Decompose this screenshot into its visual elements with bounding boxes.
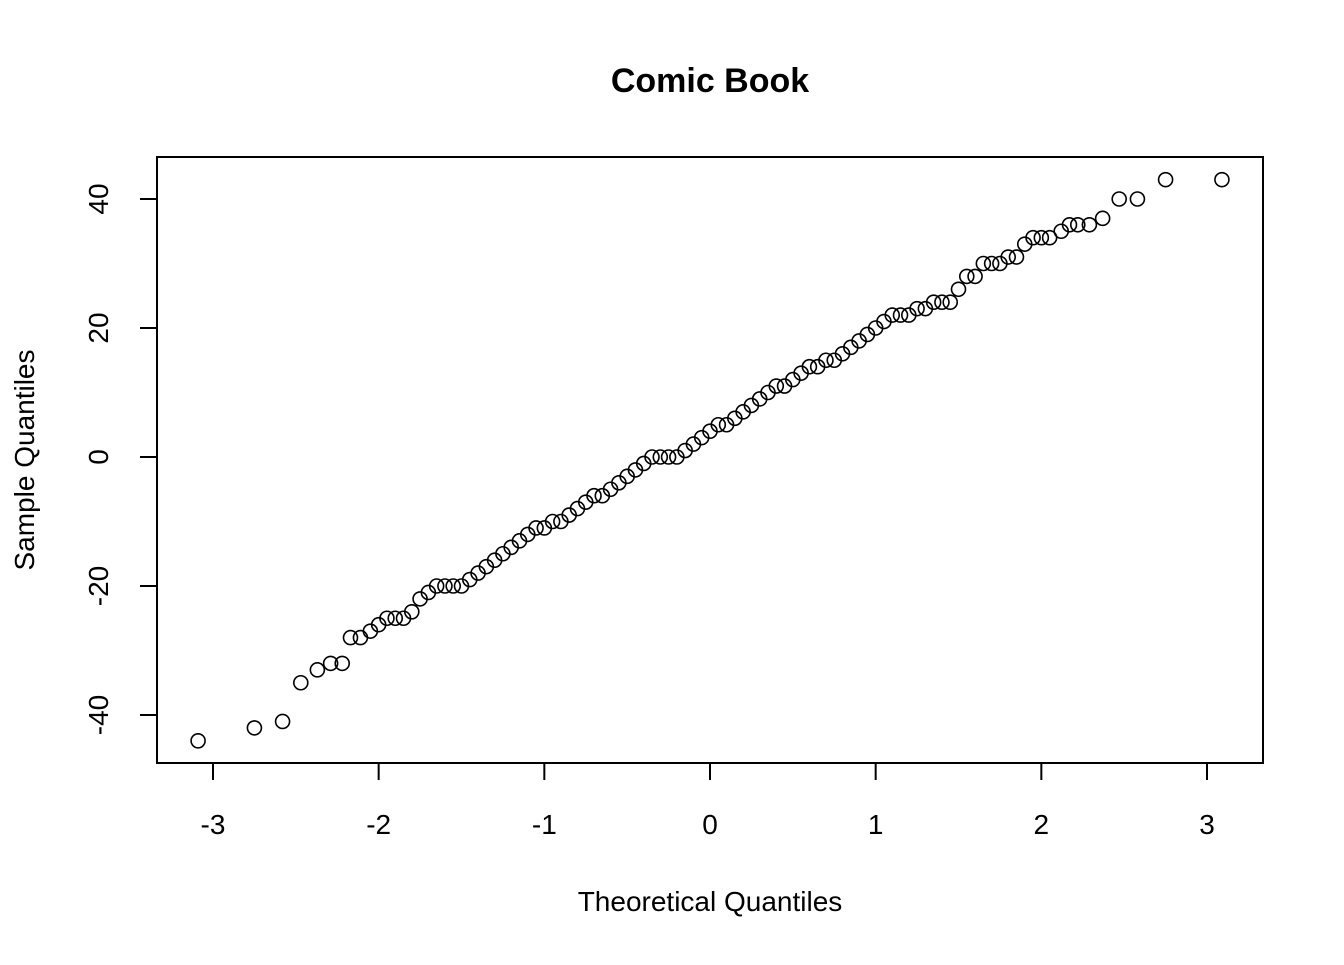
- point: [1008, 249, 1025, 265]
- point: [710, 416, 727, 433]
- y-tick-label: 0: [83, 449, 114, 465]
- point: [322, 655, 339, 672]
- point: [1041, 229, 1058, 246]
- point: [309, 662, 326, 678]
- y-tick-label: -40: [83, 695, 114, 735]
- point: [1111, 191, 1128, 207]
- x-tick-label: -1: [532, 809, 557, 840]
- point: [1025, 229, 1041, 246]
- y-tick-label: 20: [83, 312, 114, 343]
- point: [942, 294, 959, 310]
- x-tick-label: -3: [201, 809, 226, 840]
- point: [801, 358, 818, 375]
- point: [437, 578, 453, 594]
- point: [909, 300, 925, 317]
- point: [768, 378, 785, 394]
- point: [334, 655, 351, 672]
- x-tick-label: 2: [1034, 809, 1050, 840]
- point: [925, 294, 942, 310]
- point: [1094, 210, 1111, 227]
- point: [1214, 171, 1230, 188]
- point: [958, 268, 975, 285]
- y-axis-label: Sample Quantiles: [9, 349, 40, 570]
- point: [1157, 171, 1174, 188]
- point: [379, 610, 395, 627]
- point: [644, 449, 660, 465]
- point: [1000, 249, 1017, 265]
- point: [1061, 216, 1078, 233]
- x-tick-label: 3: [1199, 809, 1215, 840]
- x-tick-label: 1: [868, 809, 884, 840]
- point: [403, 604, 420, 620]
- point: [652, 449, 669, 465]
- x-axis-label: Theoretical Quantiles: [578, 886, 843, 917]
- point: [1033, 229, 1050, 246]
- point: [983, 255, 1000, 272]
- point: [884, 307, 901, 323]
- point: [1069, 216, 1086, 233]
- point: [586, 487, 602, 504]
- point: [274, 713, 291, 730]
- point: [190, 733, 206, 749]
- point: [1081, 216, 1098, 233]
- y-tick-label: 40: [83, 183, 114, 214]
- point: [967, 268, 983, 285]
- point: [528, 520, 544, 536]
- x-tick-label: -2: [366, 809, 391, 840]
- point: [1129, 191, 1146, 207]
- point: [892, 307, 909, 323]
- point: [934, 294, 950, 310]
- point: [544, 513, 561, 530]
- point: [818, 352, 834, 369]
- point: [387, 610, 404, 627]
- y-tick-label: -20: [83, 566, 114, 606]
- chart-title: Comic Book: [611, 62, 809, 100]
- point: [428, 578, 445, 594]
- point: [246, 720, 263, 736]
- point: [342, 629, 359, 646]
- x-tick-label: 0: [702, 809, 718, 840]
- point: [660, 449, 677, 465]
- point: [950, 281, 967, 298]
- point: [445, 578, 462, 594]
- point: [292, 674, 309, 691]
- point: [975, 255, 992, 272]
